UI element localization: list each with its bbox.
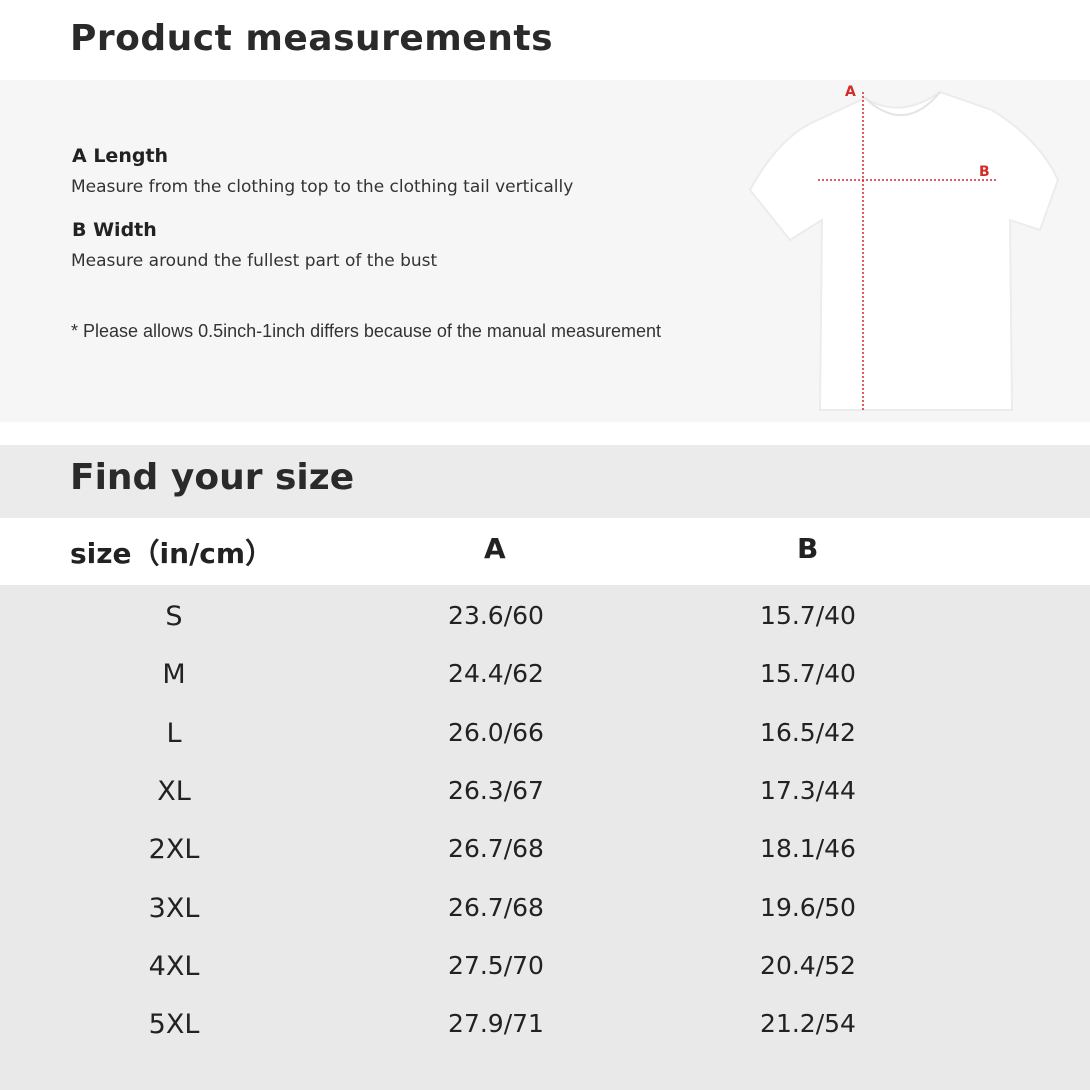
length-cell: 24.4/62 xyxy=(448,659,544,689)
width-cell: 15.7/40 xyxy=(760,659,856,689)
table-row: S 23.6/60 15.7/40 xyxy=(0,589,1090,647)
table-row: M 24.4/62 15.7/40 xyxy=(0,647,1090,705)
table-row: 3XL 26.7/68 19.6/50 xyxy=(0,881,1090,939)
label-a: A xyxy=(845,84,856,100)
size-cell: 3XL xyxy=(148,892,200,924)
header-b: B xyxy=(797,532,819,565)
length-description: Measure from the clothing top to the clo… xyxy=(71,177,574,197)
measurement-note: * Please allows 0.5inch-1inch differs be… xyxy=(71,321,662,341)
table-row: XL 26.3/67 17.3/44 xyxy=(0,764,1090,822)
size-table-header: size（in/cm） A B xyxy=(0,518,1090,585)
length-cell: 26.3/67 xyxy=(448,775,544,805)
table-row: 5XL 27.9/71 21.2/54 xyxy=(0,997,1090,1055)
label-b: B xyxy=(979,164,990,180)
width-cell: 20.4/52 xyxy=(760,950,856,980)
width-heading: B Width xyxy=(72,219,157,241)
size-section-title: Find your size xyxy=(70,457,355,498)
size-section-header: Find your size xyxy=(0,445,1090,518)
length-heading: A Length xyxy=(72,145,169,167)
length-cell: 23.6/60 xyxy=(448,601,544,630)
tshirt-diagram: A B xyxy=(748,84,1060,411)
size-cell: XL xyxy=(157,775,191,807)
size-cell: 5XL xyxy=(148,1009,200,1041)
header-size: size（in/cm） xyxy=(70,537,274,570)
width-cell: 15.7/40 xyxy=(760,601,856,630)
table-row: L 26.0/66 16.5/42 xyxy=(0,706,1090,764)
length-cell: 26.0/66 xyxy=(448,717,544,747)
width-cell: 17.3/44 xyxy=(760,775,856,805)
size-cell: 2XL xyxy=(148,834,200,866)
page-title: Product measurements xyxy=(70,18,553,59)
length-cell: 26.7/68 xyxy=(448,892,544,922)
size-cell: M xyxy=(162,659,186,691)
tshirt-shape xyxy=(748,90,1060,411)
size-cell: L xyxy=(166,717,182,749)
length-cell: 26.7/68 xyxy=(448,834,544,864)
width-cell: 21.2/54 xyxy=(760,1009,856,1039)
width-cell: 16.5/42 xyxy=(760,717,856,747)
width-cell: 19.6/50 xyxy=(760,892,856,922)
width-description: Measure around the fullest part of the b… xyxy=(71,251,438,271)
size-cell: 4XL xyxy=(148,950,200,982)
table-row: 2XL 26.7/68 18.1/46 xyxy=(0,822,1090,880)
size-table-body: S 23.6/60 15.7/40 M 24.4/62 15.7/40 L 26.0/66 16… xyxy=(0,585,1090,1090)
table-row: 4XL 27.5/70 20.4/52 xyxy=(0,939,1090,997)
header-a: A xyxy=(484,532,506,565)
width-cell: 18.1/46 xyxy=(760,834,856,864)
length-cell: 27.9/71 xyxy=(448,1009,544,1039)
size-cell: S xyxy=(165,601,183,632)
length-cell: 27.5/70 xyxy=(448,950,544,980)
